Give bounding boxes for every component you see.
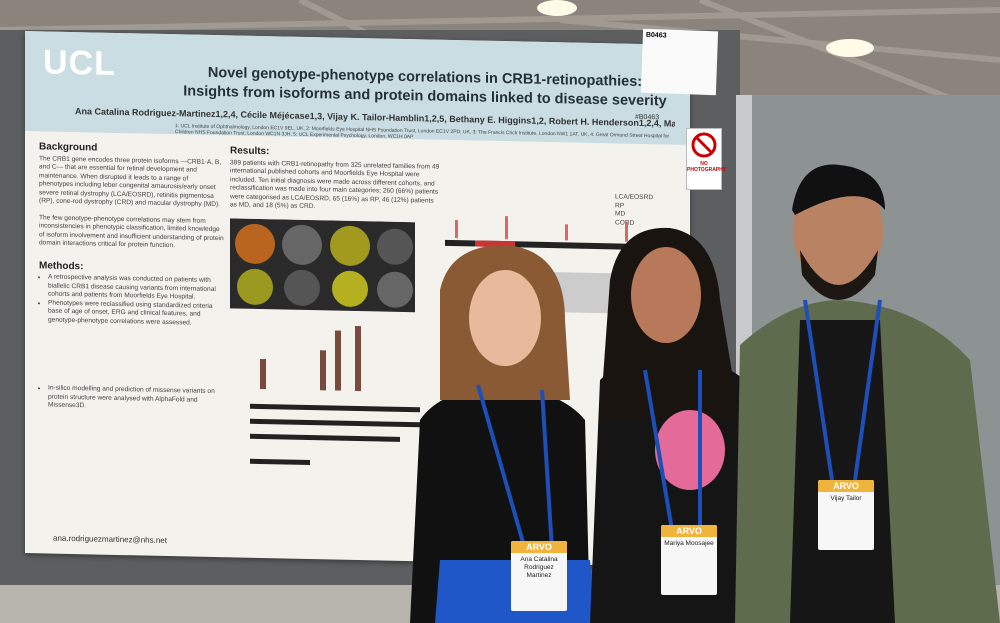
figures (230, 217, 420, 465)
ceiling-light (826, 39, 874, 57)
poster: UCL Novel genotype-phenotype correlation… (25, 31, 690, 567)
badge-brand: ARVO (661, 525, 717, 537)
ceiling-light (537, 0, 577, 16)
badge-brand: ARVO (818, 480, 874, 492)
badge-name: Mariya Moosajee (664, 540, 714, 547)
fundus-image (237, 268, 273, 305)
domain-figure (250, 403, 420, 465)
fundus-image (330, 225, 370, 266)
badge-brand: ARVO (511, 541, 567, 553)
variant-figure (445, 216, 665, 314)
name-badge: ARVO Ana Catalina Rodriguez Martinez (511, 541, 567, 611)
fundus-image (235, 223, 275, 264)
badge-name: Ana Catalina Rodriguez Martinez (520, 556, 558, 579)
fundus-image (282, 224, 322, 265)
fundus-image (377, 271, 413, 308)
bar-figure (260, 325, 361, 391)
warning-text: NO PHOTOGRAPHY (687, 161, 727, 173)
person-left (410, 245, 595, 623)
fundus-image (377, 228, 413, 265)
name-badge: ARVO Vijay Tailor (818, 480, 874, 550)
fundus-image (284, 269, 320, 306)
fundus-image (332, 270, 368, 307)
no-photo-sign: NO PHOTOGRAPHY (686, 128, 727, 190)
no-photo-icon (691, 132, 717, 158)
badge-name: Vijay Tailor (830, 495, 862, 502)
person-right (735, 164, 1000, 623)
person-middle (590, 227, 770, 623)
name-badge: ARVO Mariya Moosajee (661, 525, 717, 595)
middle-column: Results: 389 patients with CRB1-retinopa… (230, 143, 440, 525)
